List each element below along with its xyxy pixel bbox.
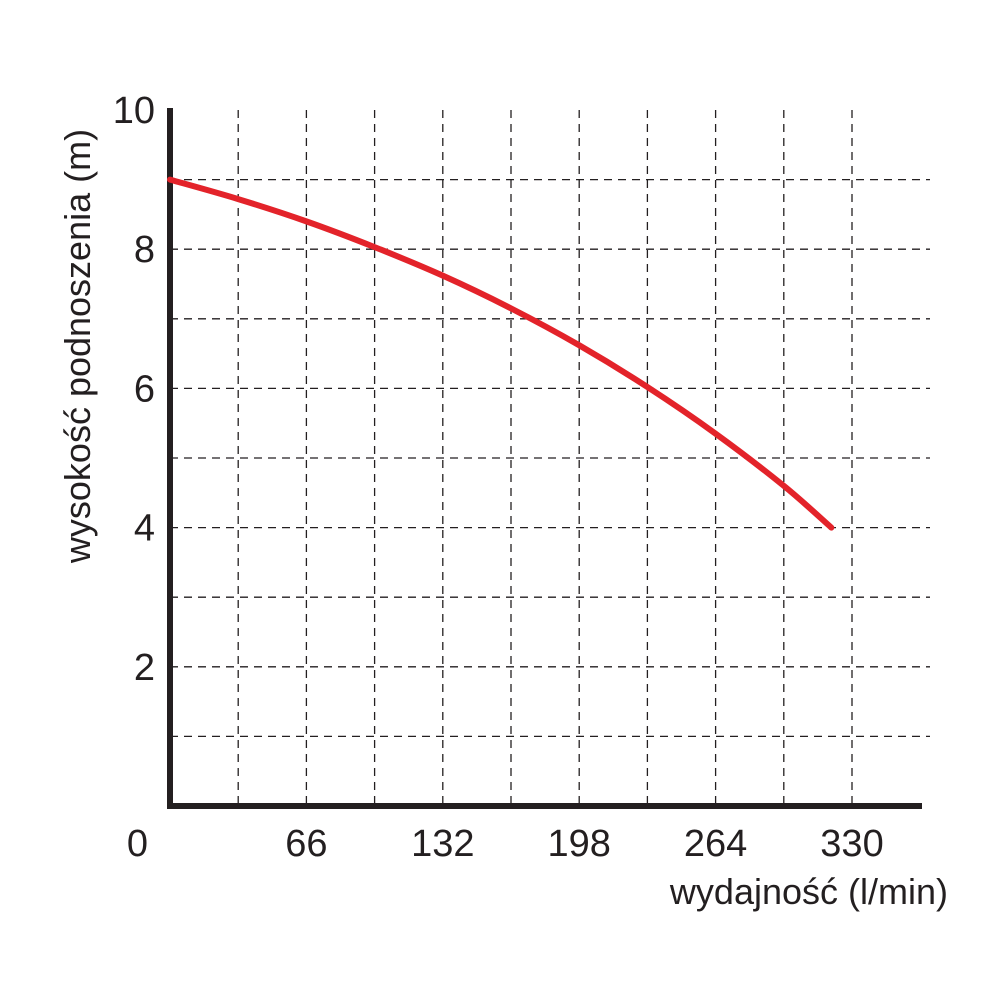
x-tick-label: 264 (684, 823, 747, 865)
x-tick-label: 0 (127, 823, 148, 865)
y-tick-label: 6 (134, 368, 155, 410)
x-axis-title: wydajność (l/min) (669, 871, 948, 912)
y-tick-label: 2 (134, 647, 155, 689)
y-tick-label: 10 (113, 90, 155, 132)
series-layer (167, 176, 835, 531)
x-tick-labels: 0 66 132 198 264 330 (127, 823, 884, 865)
y-tick-labels: 2 4 6 8 10 (113, 90, 155, 689)
grid (170, 110, 930, 806)
axes (167, 108, 922, 809)
y-axis-title: wysokość podnoszenia (m) (57, 129, 98, 564)
y-tick-label: 8 (134, 229, 155, 271)
y-tick-label: 4 (134, 508, 155, 550)
x-tick-label: 330 (820, 823, 883, 865)
x-tick-label: 66 (285, 823, 327, 865)
series-line (167, 176, 835, 531)
x-tick-label: 132 (411, 823, 474, 865)
x-tick-label: 198 (547, 823, 610, 865)
